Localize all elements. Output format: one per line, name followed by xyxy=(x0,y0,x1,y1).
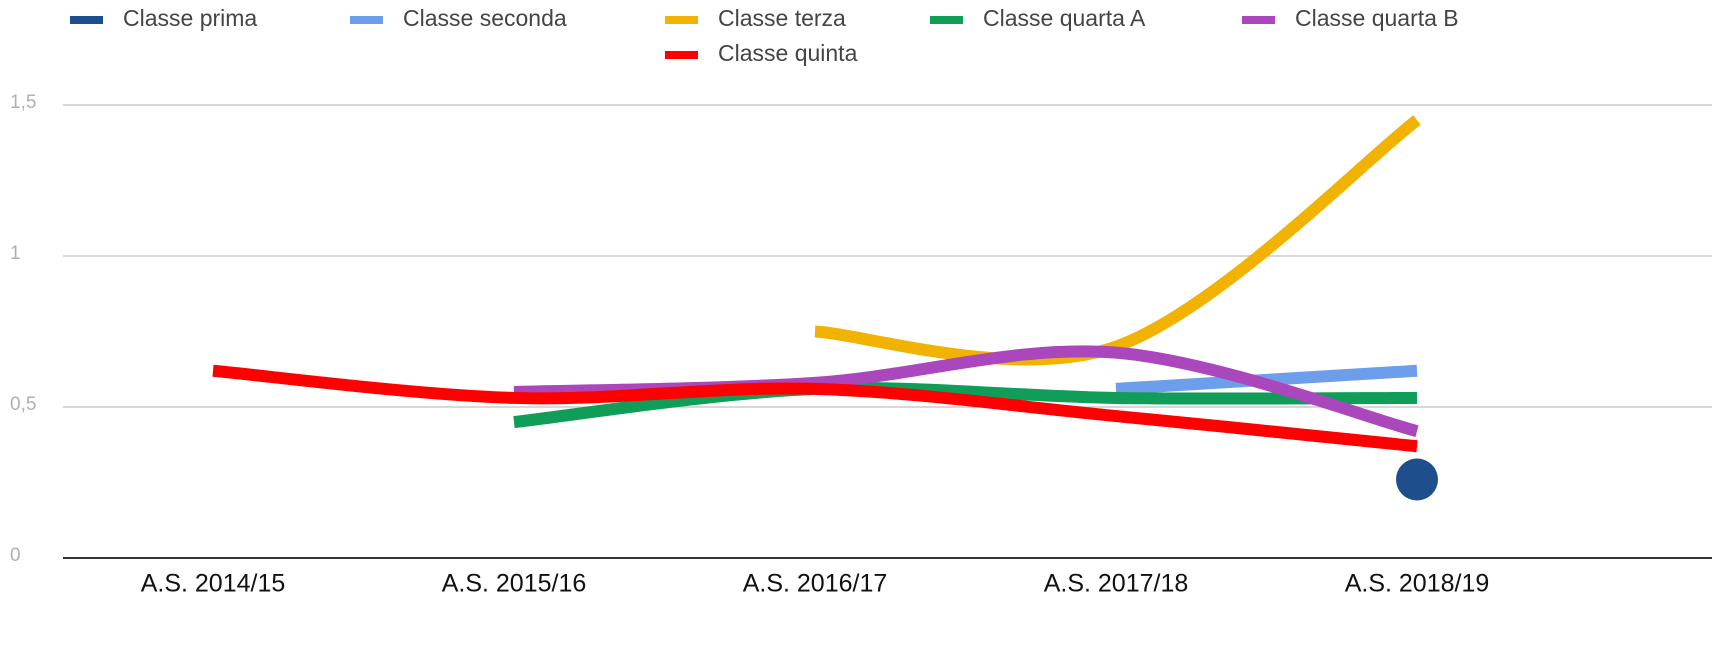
legend-swatch xyxy=(1242,16,1275,24)
legend-label: Classe quarta A xyxy=(983,5,1146,31)
point xyxy=(1396,458,1438,501)
legend-label: Classe terza xyxy=(718,5,846,31)
x-tick-label: A.S. 2014/15 xyxy=(141,570,286,598)
legend-swatch xyxy=(665,51,698,59)
grid: 0 0,5 1 1,5 A.S. 2014/15 A.S. 2015/16 A.S. 201… xyxy=(10,92,1712,598)
plot-area xyxy=(212,115,1438,501)
line xyxy=(814,115,1421,366)
y-tick-label: 0 xyxy=(10,545,21,566)
legend-label: Classe quarta B xyxy=(1295,5,1459,31)
legend: Classe prima Classe seconda Classe terza Cl… xyxy=(70,5,1459,66)
y-tick-label: 1 xyxy=(10,243,21,264)
legend-swatch xyxy=(930,16,963,24)
legend-swatch xyxy=(70,16,103,24)
legend-label: Classe prima xyxy=(123,5,257,31)
line xyxy=(212,364,1418,453)
x-tick-label: A.S. 2015/16 xyxy=(442,570,587,598)
y-tick-label: 0,5 xyxy=(10,394,36,415)
x-tick-label: A.S. 2017/18 xyxy=(1044,570,1189,598)
y-tick-label: 1,5 xyxy=(10,92,36,113)
legend-swatch xyxy=(350,16,383,24)
x-tick-label: A.S. 2018/19 xyxy=(1345,570,1490,598)
line xyxy=(513,382,1418,429)
legend-label: Classe quinta xyxy=(718,40,858,66)
legend-swatch xyxy=(665,16,698,24)
legend-label: Classe seconda xyxy=(403,5,567,31)
x-tick-label: A.S. 2016/17 xyxy=(743,570,888,598)
